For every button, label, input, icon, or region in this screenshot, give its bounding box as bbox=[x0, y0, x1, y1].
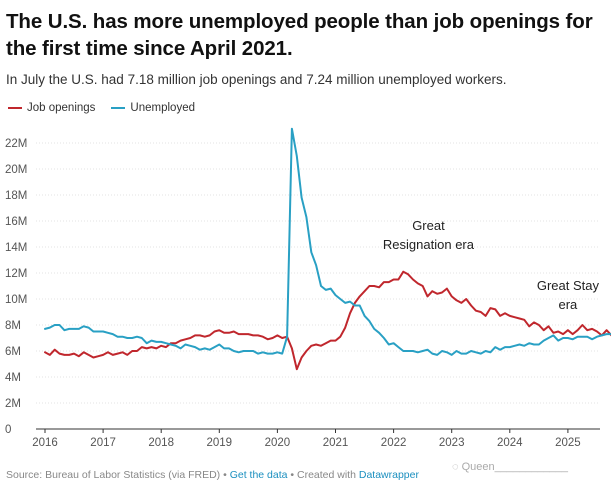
series-line-job-openings bbox=[44, 270, 611, 371]
chart-subtitle: In July the U.S. had 7.18 million job op… bbox=[6, 72, 507, 87]
watermark-text: Queen bbox=[461, 461, 495, 473]
chart-annotation: Great bbox=[412, 218, 445, 233]
legend-label-job-openings: Job openings bbox=[27, 102, 96, 114]
series-line-unemployed bbox=[44, 127, 611, 356]
footer-separator: • bbox=[220, 469, 230, 481]
x-tick-label: 2022 bbox=[381, 437, 407, 449]
y-tick-label: 16M bbox=[5, 216, 27, 228]
datawrapper-link[interactable]: Datawrapper bbox=[358, 469, 419, 481]
watermark: ◌ Queen____________ bbox=[452, 461, 602, 473]
chart-legend: Job openings Unemployed bbox=[8, 102, 211, 114]
x-tick-label: 2023 bbox=[439, 437, 465, 449]
chart-title: The U.S. has more unemployed people than… bbox=[6, 10, 593, 60]
x-tick-label: 2024 bbox=[497, 437, 523, 449]
legend-label-unemployed: Unemployed bbox=[130, 102, 195, 114]
legend-swatch-unemployed bbox=[111, 106, 126, 110]
x-tick-label: 2019 bbox=[207, 437, 233, 449]
legend-item-job-openings: Job openings bbox=[8, 102, 95, 114]
chart-footer: Source: Bureau of Labor Statistics (via … bbox=[6, 469, 419, 481]
legend-item-unemployed: Unemployed bbox=[111, 102, 195, 114]
x-tick-label: 2021 bbox=[323, 437, 349, 449]
x-tick-label: 2017 bbox=[90, 437, 116, 449]
y-tick-label: 14M bbox=[5, 242, 27, 254]
footer-separator: • Created with bbox=[287, 469, 359, 481]
y-tick-label: 12M bbox=[5, 268, 27, 280]
watermark-line: ____________ bbox=[494, 461, 569, 473]
watermark-icon: ◌ bbox=[452, 461, 462, 473]
x-tick-label: 2020 bbox=[265, 437, 291, 449]
get-the-data-link[interactable]: Get the data bbox=[229, 469, 288, 481]
x-tick-label: 2018 bbox=[148, 437, 174, 449]
chart-annotation: Great Stay bbox=[537, 278, 600, 293]
x-tick-label: 2016 bbox=[32, 437, 58, 449]
y-tick-label: 8M bbox=[5, 320, 21, 332]
y-tick-label: 4M bbox=[5, 372, 21, 384]
y-tick-label: 18M bbox=[5, 190, 27, 202]
legend-swatch-job-openings bbox=[8, 106, 22, 110]
chart-annotation: era bbox=[559, 297, 579, 312]
y-tick-label: 10M bbox=[5, 294, 27, 306]
chart-annotation: Resignation era bbox=[383, 237, 475, 252]
y-tick-label: 20M bbox=[5, 164, 27, 176]
y-tick-label: 2M bbox=[5, 398, 21, 410]
x-tick-label: 2025 bbox=[555, 437, 581, 449]
y-tick-label: 22M bbox=[5, 138, 27, 150]
y-tick-label: 0 bbox=[5, 424, 11, 436]
y-tick-label: 6M bbox=[5, 346, 21, 358]
source-note: Source: Bureau of Labor Statistics (via … bbox=[6, 469, 221, 481]
